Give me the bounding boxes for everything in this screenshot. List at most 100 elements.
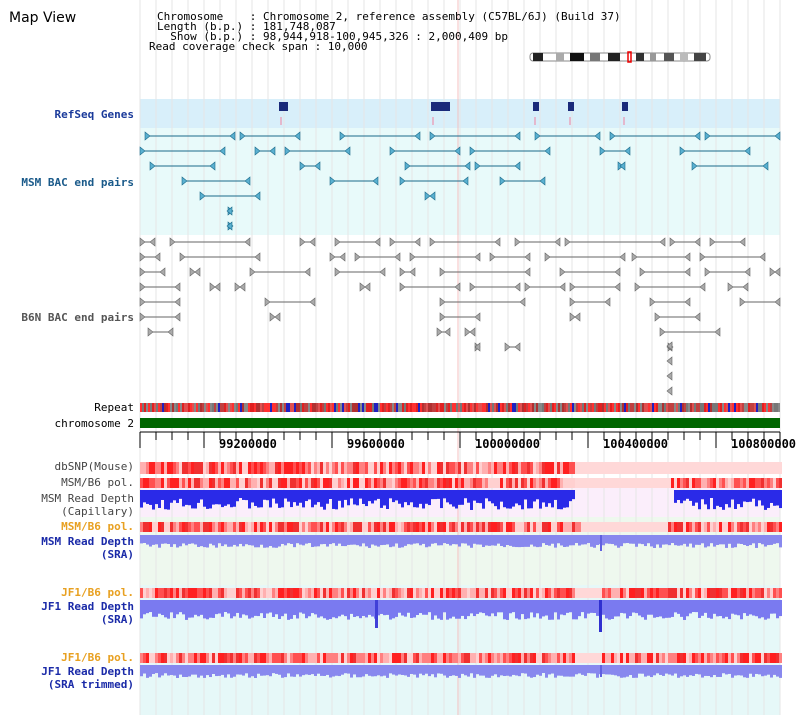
msm-depth-bar: [392, 490, 395, 503]
b6n-bac-pair-end: [742, 282, 749, 292]
msm-pol-cell: [140, 478, 143, 488]
refseq-genes-label[interactable]: RefSeq Genes: [54, 108, 134, 121]
msm-pol-cell: [377, 478, 380, 488]
msm-pol-cell: [335, 478, 338, 488]
jf1-depth-trim-label-1[interactable]: JF1 Read Depth: [41, 665, 134, 678]
msm-bac-features[interactable]: [139, 131, 781, 231]
msm-depth-bar: [554, 490, 557, 500]
b6n-bac-label[interactable]: B6N BAC end pairs: [21, 311, 134, 324]
b6n-bac-pair-end: [174, 297, 181, 307]
msm-sra-depth-bar: [185, 535, 188, 546]
chromosome-bar[interactable]: [140, 418, 780, 428]
repeat-element: [466, 403, 468, 412]
msm-pol-cell: [344, 478, 347, 488]
b6n-bac-pair-end: [439, 312, 446, 322]
jf1-depth-bar: [329, 600, 332, 620]
jf1-depth-bar: [647, 600, 650, 615]
jf1-pol-cell: [194, 588, 197, 598]
msm-bac-pair-end: [599, 146, 606, 156]
heat-tracks[interactable]: [140, 462, 782, 663]
dbsnp-label[interactable]: dbSNP(Mouse): [54, 460, 134, 473]
msm-b6-pol-label-2[interactable]: MSM/B6 pol.: [61, 520, 134, 533]
repeat-element: [720, 403, 722, 412]
msm-sra-depth-bar: [500, 535, 503, 546]
msm-depth-sra-label-1[interactable]: MSM Read Depth: [41, 535, 134, 548]
msm-depth-bar: [539, 490, 542, 509]
repeat-element: [472, 403, 474, 412]
jf1-depth-bar: [683, 600, 686, 620]
dbsnp-cell: [419, 462, 422, 474]
msm-pol-cell: [380, 478, 383, 488]
jf1-depth-sra-label-1[interactable]: JF1 Read Depth: [41, 600, 134, 613]
b6n-bac-features[interactable]: [139, 237, 781, 396]
msm-pol-cell: [602, 478, 605, 488]
jf1-pol-cell: [770, 653, 773, 663]
jf1-b6-pol-label-1[interactable]: JF1/B6 pol.: [61, 586, 134, 599]
msm-pol-cell: [695, 522, 698, 532]
msm-bac-label[interactable]: MSM BAC end pairs: [21, 176, 134, 189]
msm-pol-cell: [716, 522, 719, 532]
repeat-label[interactable]: Repeat: [94, 401, 134, 414]
jf1-depth-bar: [206, 600, 209, 620]
msm-pol-cell: [200, 478, 203, 488]
msm-sra-depth-bar: [212, 535, 215, 546]
b6n-bac-pair-end: [234, 282, 241, 292]
msm-depth-bar: [470, 490, 473, 510]
msm-pol-cell: [743, 478, 746, 488]
jf1-trim-depth-bar: [437, 665, 440, 674]
repeat-element: [354, 403, 356, 412]
jf1-depth-bar: [464, 600, 467, 620]
chromosome-label[interactable]: chromosome 2: [54, 417, 134, 430]
jf1-trim-depth-bar: [182, 665, 185, 677]
msm-sra-depth-bar: [188, 535, 191, 544]
msm-depth-cap-label-1[interactable]: MSM Read Depth: [41, 492, 134, 505]
jf1-depth-bar: [230, 600, 233, 619]
jf1-trim-depth-bar: [776, 665, 779, 677]
msm-pol-cell: [443, 522, 446, 532]
b6n-bac-pair-end: [524, 252, 531, 262]
msm-pol-cell: [254, 522, 257, 532]
jf1-pol-cell: [626, 588, 629, 598]
jf1-trim-depth-bar: [161, 665, 164, 676]
b6n-bac-pair-end: [514, 237, 521, 247]
jf1-pol-cell: [638, 588, 641, 598]
dbsnp-cell: [449, 462, 452, 474]
jf1-b6-pol-label-2[interactable]: JF1/B6 pol.: [61, 651, 134, 664]
repeat-element: [692, 403, 694, 412]
msm-depth-bar: [146, 490, 149, 504]
jf1-depth-bar: [350, 600, 353, 614]
repeat-track[interactable]: [140, 403, 780, 412]
repeat-element: [662, 403, 664, 412]
jf1-pol-cell: [350, 588, 353, 598]
msm-pol-cell: [569, 478, 572, 488]
msm-pol-cell: [251, 478, 254, 488]
chromosome-ideogram[interactable]: [529, 51, 711, 63]
msm-pol-cell: [539, 522, 542, 532]
dbsnp-cell: [614, 462, 617, 474]
b6n-bac-pair-end: [474, 342, 481, 352]
msm-pol-cell: [368, 522, 371, 532]
msm-sra-depth-bar: [260, 535, 263, 545]
b6n-bac-pair-end: [524, 282, 531, 292]
jf1-depth-bar: [566, 600, 569, 613]
msm-pol-cell: [560, 522, 563, 532]
depth-tracks[interactable]: [140, 490, 782, 678]
repeat-element: [170, 403, 172, 412]
msm-pol-cell: [314, 522, 317, 532]
dbsnp-cell: [155, 462, 158, 474]
refseq-genes[interactable]: [279, 102, 628, 125]
dbsnp-cell: [605, 462, 608, 474]
jf1-trim-depth-bar: [752, 665, 755, 677]
msm-b6-pol-label-1[interactable]: MSM/B6 pol.: [61, 476, 134, 489]
jf1-trim-depth-bar: [155, 665, 158, 674]
msm-sra-depth-bar: [203, 535, 206, 548]
repeat-element: [356, 403, 358, 412]
dbsnp-cell: [728, 462, 731, 474]
dbsnp-cell: [620, 462, 623, 474]
msm-depth-bar: [320, 490, 323, 507]
msm-pol-cell: [416, 478, 419, 488]
dbsnp-cell: [560, 462, 563, 474]
repeat-element: [520, 403, 522, 412]
msm-pol-cell: [593, 522, 596, 532]
